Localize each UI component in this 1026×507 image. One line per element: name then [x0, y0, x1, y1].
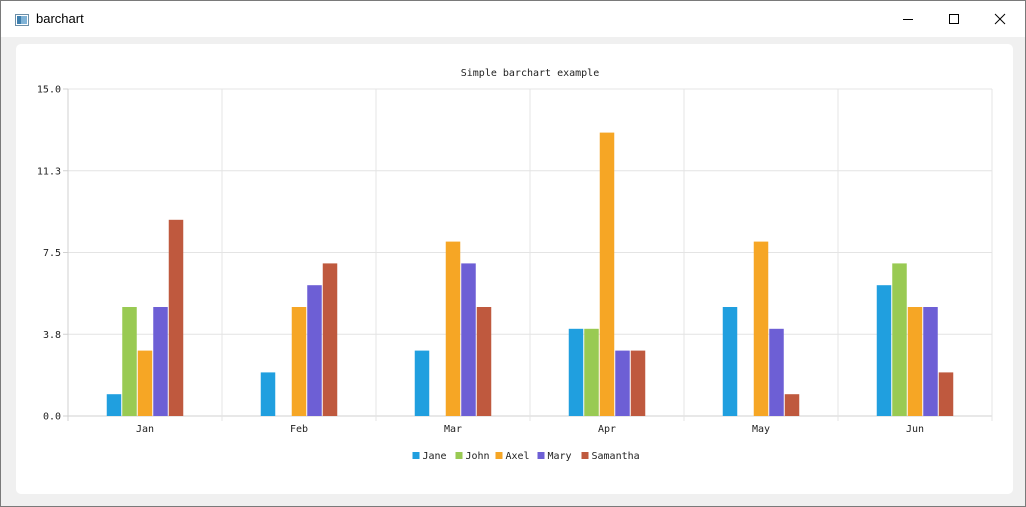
- bar-axel-jan: [137, 350, 153, 416]
- close-button[interactable]: [977, 1, 1023, 37]
- bar-mary-mar: [461, 263, 476, 416]
- bar-axel-jun: [907, 307, 923, 416]
- bar-samantha-jun: [938, 372, 954, 416]
- bar-jane-mar: [414, 350, 430, 416]
- x-tick-label: Apr: [598, 424, 616, 435]
- app-window-icon[interactable]: [15, 13, 29, 26]
- bar-samantha-may: [784, 394, 800, 416]
- bar-axel-apr: [599, 132, 615, 416]
- y-tick-label: 15.0: [37, 85, 61, 96]
- minimize-icon: [903, 19, 913, 20]
- bar-samantha-mar: [476, 307, 492, 416]
- legend-marker-samantha: [581, 452, 589, 459]
- x-tick-label: Jun: [906, 424, 924, 435]
- bar-axel-mar: [445, 241, 461, 416]
- title-bar[interactable]: barchart: [1, 1, 1025, 37]
- bar-mary-apr: [615, 350, 630, 416]
- legend-label-jane[interactable]: Jane: [423, 451, 447, 462]
- y-tick-label: 11.3: [37, 166, 61, 177]
- bar-john-jan: [122, 307, 137, 416]
- bar-jane-apr: [568, 328, 584, 416]
- bar-mary-may: [769, 328, 784, 416]
- x-tick-label: Feb: [290, 424, 308, 435]
- bar-john-jun: [892, 263, 907, 416]
- legend-label-mary[interactable]: Mary: [548, 451, 572, 462]
- y-tick-label: 7.5: [43, 248, 61, 259]
- bar-mary-jun: [923, 307, 938, 416]
- bar-axel-may: [753, 241, 769, 416]
- legend-marker-john: [455, 452, 463, 459]
- bar-mary-feb: [307, 285, 322, 416]
- x-tick-label: May: [752, 424, 770, 435]
- bar-jane-may: [722, 307, 738, 416]
- bar-jane-jan: [106, 394, 122, 416]
- bar-mary-jan: [153, 307, 168, 416]
- maximize-button[interactable]: [931, 1, 977, 37]
- legend-label-samantha[interactable]: Samantha: [592, 451, 640, 462]
- close-icon: [994, 13, 1006, 25]
- bar-samantha-apr: [630, 350, 646, 416]
- x-tick-label: Mar: [444, 424, 462, 435]
- minimize-button[interactable]: [885, 1, 931, 37]
- legend-marker-axel: [495, 452, 503, 459]
- y-tick-label: 3.8: [43, 330, 61, 341]
- bar-chart: Simple barchart example 0.0 3.8 7.5 11.3 15.0…: [37, 68, 993, 462]
- legend-label-axel[interactable]: Axel: [506, 451, 530, 462]
- bar-jane-jun: [876, 285, 892, 416]
- bar-samantha-feb: [322, 263, 338, 416]
- chart-panel: Simple barchart example 0.0 3.8 7.5 11.3 15.0…: [16, 44, 1013, 494]
- bar-john-apr: [584, 328, 599, 416]
- maximize-icon: [949, 14, 959, 24]
- legend-marker-jane: [412, 452, 420, 459]
- legend-marker-mary: [537, 452, 545, 459]
- window-title: barchart: [36, 11, 84, 26]
- bar-jane-feb: [260, 372, 276, 416]
- x-tick-label: Jan: [136, 424, 154, 435]
- bar-samantha-jan: [168, 219, 184, 416]
- bar-axel-feb: [291, 307, 307, 416]
- y-tick-label: 0.0: [43, 412, 61, 423]
- legend-label-john[interactable]: John: [466, 451, 490, 462]
- chart-title: Simple barchart example: [461, 68, 599, 79]
